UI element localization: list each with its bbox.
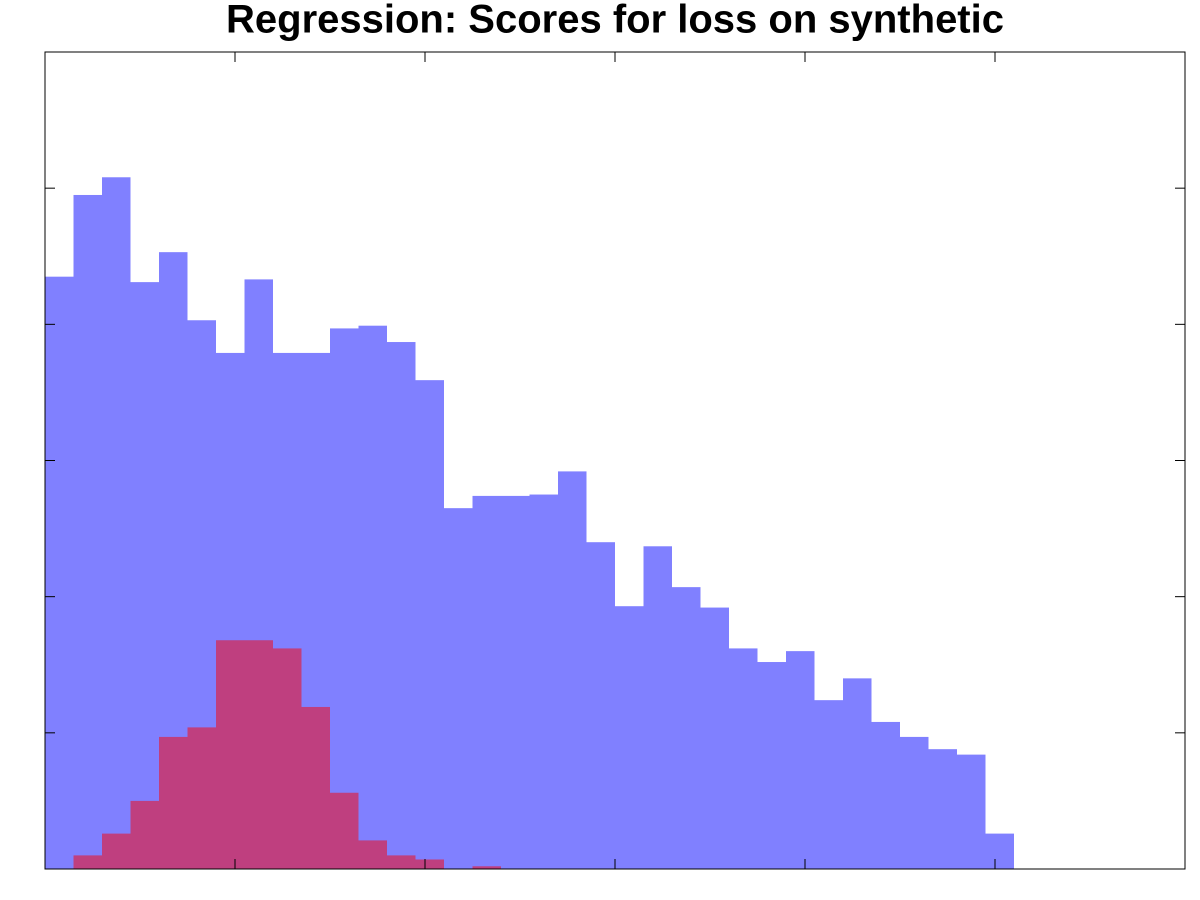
chart-title: Regression: Scores for loss on synthetic	[226, 0, 1004, 42]
bar	[957, 754, 986, 869]
bar	[501, 495, 530, 869]
bar	[330, 328, 359, 869]
bar	[615, 606, 644, 869]
bar	[786, 651, 815, 869]
bar	[159, 736, 188, 869]
bar	[387, 342, 416, 869]
bar	[472, 866, 501, 869]
bar	[387, 855, 416, 869]
bar	[330, 792, 359, 869]
bar	[73, 855, 102, 869]
bar	[757, 662, 786, 869]
bar	[871, 721, 900, 869]
bar	[130, 800, 159, 869]
bar	[529, 494, 558, 869]
bar	[586, 542, 615, 869]
bar	[130, 282, 159, 869]
bar	[928, 749, 957, 869]
bar	[216, 640, 245, 869]
bar	[729, 648, 758, 869]
bar	[843, 678, 872, 869]
bar	[102, 833, 131, 869]
bar	[415, 380, 444, 869]
bar	[73, 194, 102, 870]
bar	[814, 700, 843, 869]
bar	[358, 840, 387, 869]
bar	[558, 471, 587, 869]
bar	[900, 736, 929, 869]
bar	[472, 495, 501, 869]
bar	[700, 607, 729, 869]
bar	[672, 587, 701, 869]
bar	[985, 833, 1014, 869]
bar	[45, 276, 74, 869]
bar	[187, 727, 216, 869]
bar	[444, 508, 473, 869]
bar	[415, 859, 444, 869]
bar	[358, 325, 387, 869]
bar	[643, 546, 672, 869]
bar	[244, 640, 273, 869]
bar	[273, 648, 302, 869]
bar	[102, 177, 131, 870]
bar	[301, 706, 330, 869]
